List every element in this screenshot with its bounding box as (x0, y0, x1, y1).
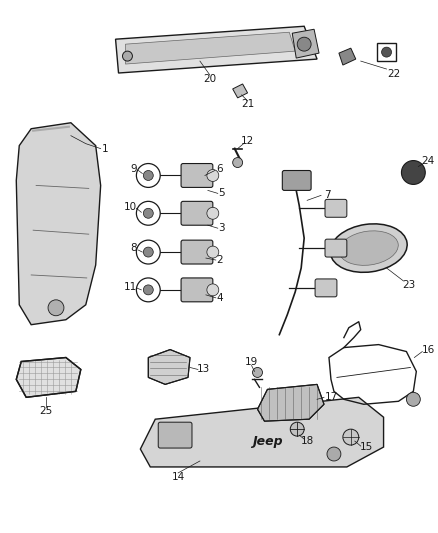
Text: 25: 25 (39, 406, 53, 416)
Polygon shape (233, 84, 247, 98)
Text: 19: 19 (245, 357, 258, 367)
Polygon shape (16, 123, 101, 325)
Text: 20: 20 (203, 74, 216, 84)
Text: 6: 6 (216, 164, 223, 174)
Text: Jeep: Jeep (252, 434, 283, 448)
Text: 4: 4 (216, 293, 223, 303)
Text: 8: 8 (130, 243, 137, 253)
Circle shape (143, 171, 153, 181)
Text: 15: 15 (360, 442, 373, 452)
Circle shape (136, 240, 160, 264)
Circle shape (402, 160, 425, 184)
Circle shape (327, 447, 341, 461)
Circle shape (253, 367, 262, 377)
FancyBboxPatch shape (181, 240, 213, 264)
Circle shape (136, 278, 160, 302)
Circle shape (343, 429, 359, 445)
FancyBboxPatch shape (181, 278, 213, 302)
Circle shape (207, 169, 219, 181)
Text: 13: 13 (197, 365, 211, 375)
Text: 22: 22 (387, 69, 400, 79)
Text: 14: 14 (171, 472, 185, 482)
Text: 10: 10 (124, 203, 137, 212)
Text: 1: 1 (101, 143, 108, 154)
FancyBboxPatch shape (283, 171, 311, 190)
Circle shape (143, 208, 153, 218)
FancyBboxPatch shape (181, 201, 213, 225)
Circle shape (381, 47, 392, 57)
Text: 16: 16 (422, 344, 435, 354)
FancyBboxPatch shape (315, 279, 337, 297)
Text: 5: 5 (219, 188, 225, 198)
Circle shape (143, 247, 153, 257)
Text: 3: 3 (219, 223, 225, 233)
Bar (377, 43, 396, 61)
Polygon shape (339, 48, 356, 65)
Text: 24: 24 (422, 156, 435, 166)
Circle shape (406, 392, 420, 406)
FancyBboxPatch shape (325, 239, 347, 257)
Ellipse shape (330, 224, 407, 272)
Text: 23: 23 (402, 280, 415, 290)
Polygon shape (125, 32, 295, 64)
Polygon shape (292, 29, 319, 58)
Text: 9: 9 (130, 164, 137, 174)
Text: 12: 12 (241, 136, 254, 146)
FancyBboxPatch shape (325, 199, 347, 217)
Circle shape (143, 285, 153, 295)
Circle shape (136, 164, 160, 188)
Text: 7: 7 (324, 190, 330, 200)
Text: 11: 11 (124, 282, 137, 292)
Text: 17: 17 (324, 392, 338, 402)
Circle shape (297, 37, 311, 51)
Circle shape (290, 422, 304, 436)
Circle shape (48, 300, 64, 316)
Polygon shape (140, 397, 384, 467)
Circle shape (207, 246, 219, 258)
Text: 18: 18 (300, 436, 314, 446)
Text: 21: 21 (241, 99, 254, 109)
Circle shape (207, 207, 219, 219)
Polygon shape (16, 358, 81, 397)
Circle shape (136, 201, 160, 225)
Ellipse shape (339, 231, 398, 265)
Text: 2: 2 (216, 255, 223, 265)
Circle shape (123, 51, 132, 61)
Polygon shape (258, 384, 324, 421)
Polygon shape (148, 350, 190, 384)
FancyBboxPatch shape (181, 164, 213, 188)
Circle shape (233, 158, 243, 167)
Polygon shape (116, 26, 317, 73)
FancyBboxPatch shape (158, 422, 192, 448)
Circle shape (207, 284, 219, 296)
